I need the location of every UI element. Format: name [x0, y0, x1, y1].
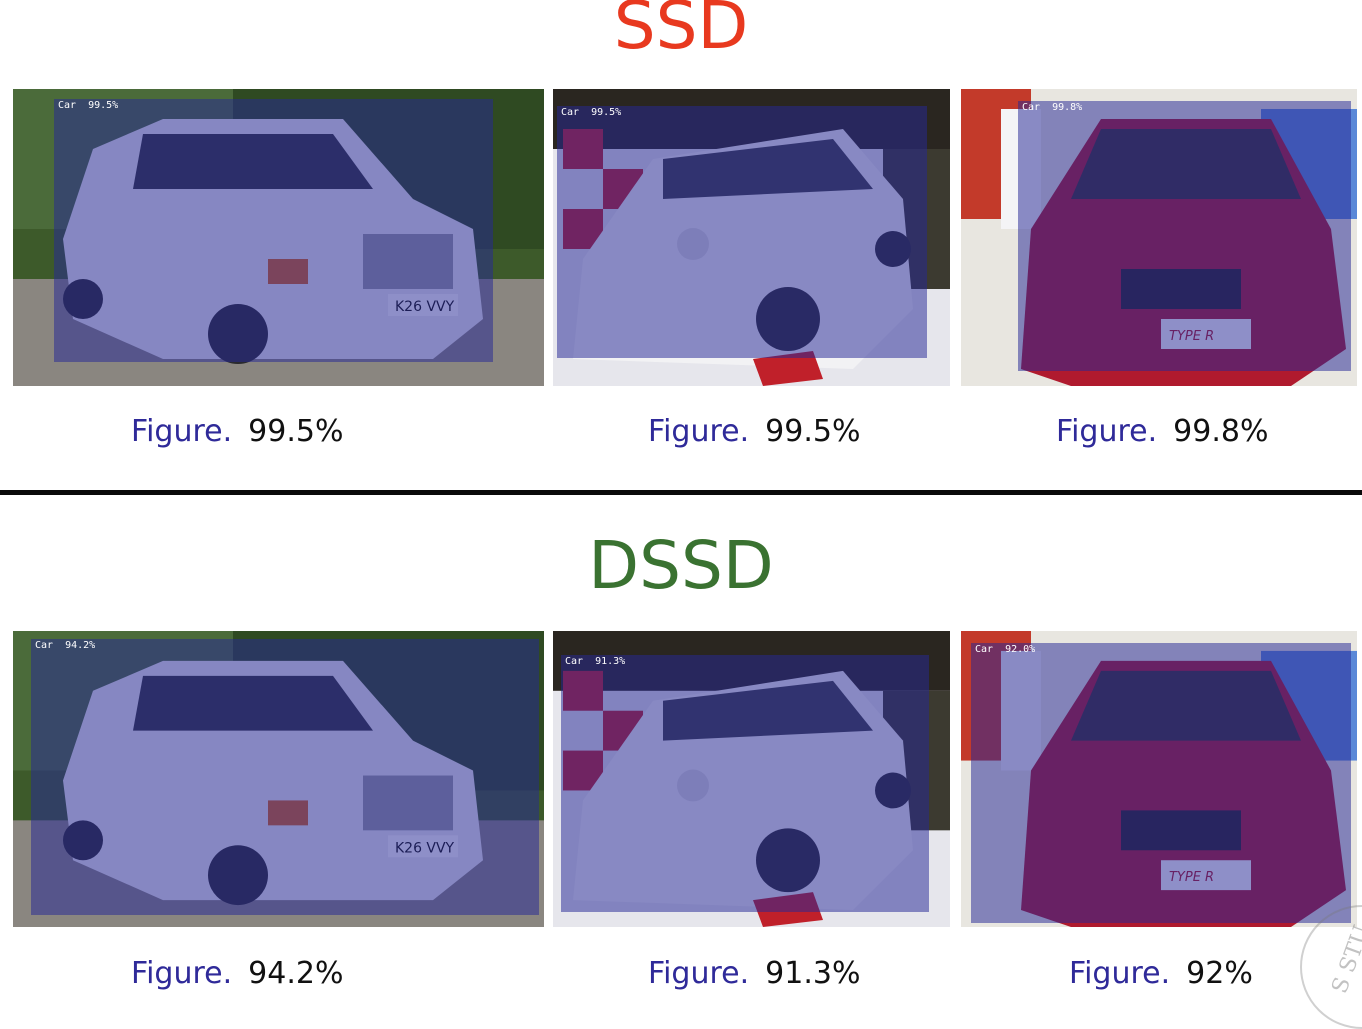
detection-box: Car 99.8% — [1018, 101, 1351, 371]
detection-label: Car 99.8% — [1022, 102, 1083, 113]
caption-word: Figure. — [1056, 414, 1158, 449]
caption-value: 94.2% — [248, 956, 344, 991]
dssd-image-white-hatchback: Car 91.3% — [553, 631, 950, 927]
detection-box: Car 91.3% — [561, 655, 929, 912]
caption: Figure. 99.5% — [648, 414, 860, 450]
caption-word: Figure. — [131, 956, 233, 991]
dssd-image-red-hatchback: TYPE R Car 92.0% — [961, 631, 1357, 927]
ssd-section-title: SSD — [613, 0, 749, 64]
caption-value: 99.5% — [248, 414, 344, 449]
caption-word: Figure. — [648, 956, 750, 991]
caption: Figure. 91.3% — [648, 956, 860, 992]
seal-text: S STU — [1327, 922, 1362, 997]
caption: Figure. 94.2% — [131, 956, 343, 992]
section-divider — [0, 490, 1362, 495]
caption-word: Figure. — [648, 414, 750, 449]
dssd-section-title: DSSD — [588, 527, 774, 604]
detection-label: Car 91.3% — [565, 656, 626, 667]
caption-value: 91.3% — [765, 956, 861, 991]
detection-label: Car 99.5% — [58, 100, 119, 111]
caption-word: Figure. — [131, 414, 233, 449]
detection-label: Car 94.2% — [35, 640, 96, 651]
caption-value: 99.8% — [1173, 414, 1269, 449]
caption: Figure. 99.8% — [1056, 414, 1268, 450]
detection-box: Car 92.0% — [971, 643, 1351, 923]
ssd-image-white-hatchback: Car 99.5% — [553, 89, 950, 386]
caption-word: Figure. — [1069, 956, 1171, 991]
caption-value: 92% — [1186, 956, 1253, 991]
dssd-image-white-sedan: K26 VVY Car 94.2% — [13, 631, 544, 927]
caption: Figure. 92% — [1069, 956, 1253, 992]
detection-label: Car 99.5% — [561, 107, 622, 118]
detection-box: Car 94.2% — [31, 639, 539, 915]
detection-box: Car 99.5% — [54, 99, 493, 362]
detection-box: Car 99.5% — [557, 106, 927, 358]
ssd-image-red-hatchback: TYPE R Car 99.8% — [961, 89, 1357, 386]
ssd-image-white-sedan: K26 VVY Car 99.5% — [13, 89, 544, 386]
caption: Figure. 99.5% — [131, 414, 343, 450]
detection-label: Car 92.0% — [975, 644, 1036, 655]
caption-value: 99.5% — [765, 414, 861, 449]
